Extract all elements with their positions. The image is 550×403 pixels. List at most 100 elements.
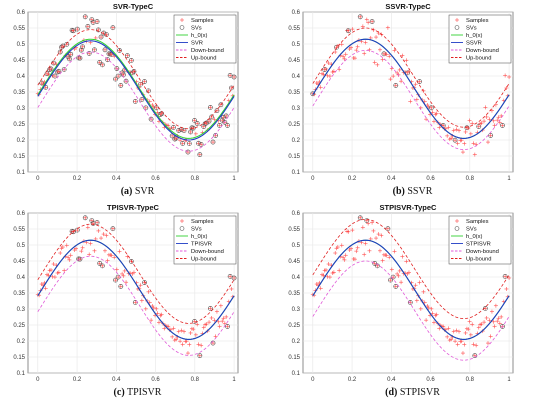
sample-point [491,118,496,123]
sample-point [93,35,98,40]
support-vector [222,119,228,125]
sample-point [77,56,82,61]
sample-point [484,114,489,119]
chart-title: SSVR-TypeC [385,2,431,11]
support-vector [207,306,213,311]
support-vector [502,274,508,279]
sample-point [192,118,197,123]
sample-point [228,274,233,279]
sample-point [166,123,171,128]
y-tick-label: 0.25 [288,122,300,128]
sample-point [504,286,509,291]
sample-point [182,128,187,133]
x-tick-label: 1 [232,377,236,383]
sample-point [195,121,200,126]
legend-entry-label: SVs [466,227,477,233]
sample-point [331,69,336,74]
sample-point [56,270,61,275]
chart-tpisvr: TPISVR-TypeC 0.1 0.15 0.2 0.25 0.3 0.35 0.4 0.45… [13,203,239,383]
sample-point [138,283,143,288]
sample-point [349,45,354,50]
sample-point [371,228,376,233]
sample-point [476,325,481,330]
sample-point [430,110,435,115]
sample-point [429,306,434,311]
sample-point [388,278,393,283]
support-vector [86,51,92,56]
sample-point [66,255,71,260]
y-tick-label: 0.5 [17,243,26,249]
support-vector [99,62,105,68]
sample-point [142,79,147,84]
support-vector [157,112,163,117]
sample-point [327,275,332,280]
sample-point [387,54,392,59]
sample-point [208,105,213,110]
support-vector [67,56,72,62]
sample-point [97,261,102,266]
support-vector [197,353,203,359]
x-tick-label: 0 [36,176,40,182]
sample-point [95,19,100,24]
sample-point [468,131,473,136]
sample-point [418,306,423,311]
sample-point [379,233,384,238]
sample-point [100,263,105,268]
sample-point [507,275,512,280]
sample-point [393,284,398,289]
sample-point [118,284,123,289]
sample-point [121,72,126,77]
sample-point [339,243,344,248]
support-vector [176,128,182,133]
sample-point [370,220,375,225]
y-tick-label: 0.55 [288,227,300,233]
sample-point [388,77,393,82]
support-vector [322,67,328,72]
sample-point [170,133,175,138]
legend-svs-marker [454,25,460,30]
sample-point [199,343,204,348]
legend-entry-label: Up-bound [466,56,491,62]
sample-point [406,69,411,74]
sample-point [342,257,347,262]
sample-point [87,252,92,257]
sample-point [210,140,215,145]
sample-point [492,324,497,329]
sample-point [326,61,331,66]
support-vector [334,44,339,50]
caption-text: TPISVR [126,387,162,398]
y-tick-label: 0.15 [288,355,300,361]
y-tick-label: 0.45 [288,58,300,64]
sample-point [180,141,185,146]
x-tick-label: 0.4 [387,377,396,383]
support-vector [132,99,138,104]
h0-line [37,38,235,139]
support-vector [194,120,200,126]
sample-point [367,248,372,253]
y-tick-label: 0.6 [17,10,26,16]
y-tick-label: 0.45 [13,259,25,265]
sample-point [133,99,138,104]
x-tick-label: 0.8 [466,377,475,383]
sample-point [182,329,187,334]
up-bound-line [312,27,510,128]
sample-point [79,249,84,254]
y-tick-label: 0.45 [13,58,25,64]
legend-entry-label: Down-bound [466,249,499,255]
sample-point [139,298,144,303]
support-vector [225,123,230,128]
support-vector [207,105,213,110]
sample-point [176,128,181,133]
support-vector [124,53,130,59]
sample-point [122,268,127,273]
sample-point [143,306,148,311]
sample-point [225,324,230,329]
sample-point [368,236,373,241]
legend-entry-label: TPISVR [191,242,212,248]
support-vector [113,76,118,82]
sample-point [437,326,442,331]
sample-point [221,115,226,120]
sample-point [446,326,451,331]
support-vector [209,114,215,120]
sample-point [179,127,184,132]
